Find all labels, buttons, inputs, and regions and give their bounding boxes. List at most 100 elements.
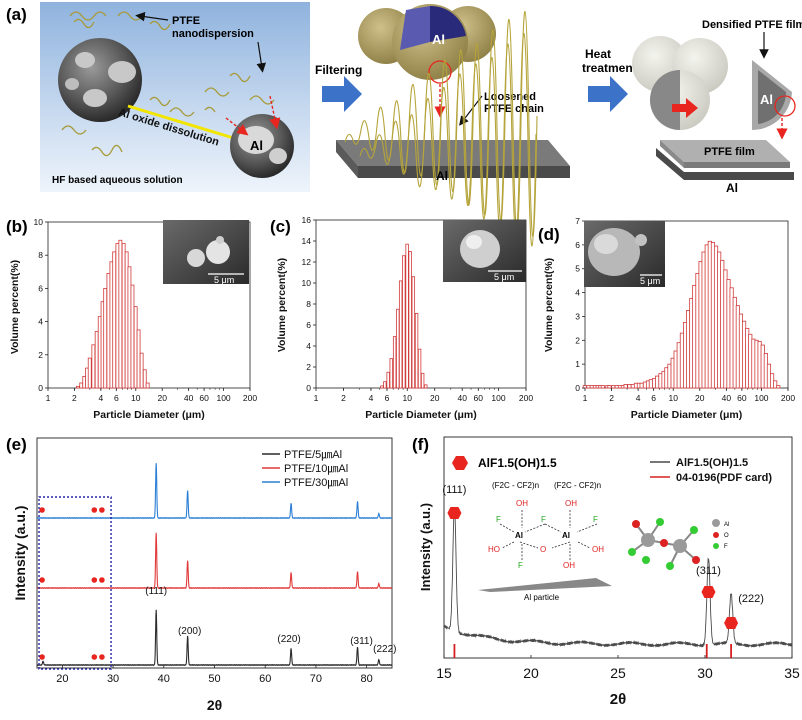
bar-b-22: [142, 369, 147, 389]
loosened-label-2: PTFE chain: [484, 103, 544, 115]
bar-d-14: [627, 384, 632, 389]
densified-label: Densified PTFE film: [702, 19, 802, 31]
ytick-label-c: 0: [306, 383, 311, 393]
svg-text:F: F: [518, 561, 523, 570]
xtick-label-f: 25: [610, 665, 626, 681]
xtick-label-d: 40: [722, 393, 732, 403]
bar-b-23: [145, 382, 150, 389]
bar-d-62: [776, 385, 781, 389]
svg-text:F: F: [541, 515, 546, 524]
bar-d-61: [773, 380, 778, 389]
xtick-label-c: 200: [519, 393, 533, 403]
bar-c-13: [420, 372, 425, 389]
xtick-label-c: 6: [385, 393, 390, 403]
bar-b-21: [139, 352, 144, 389]
bar-c-2: [386, 371, 390, 389]
marker-legend-label: AlF1.5(OH)1.5: [478, 456, 557, 470]
panel-e: (e) (111) (200) (220) (311)(222) PTFE/5㎛Al PT…: [6, 435, 396, 713]
xtick-label-d: 20: [695, 393, 705, 403]
svg-text:OH: OH: [516, 499, 528, 508]
al-substrate-label: Al: [436, 169, 448, 183]
ytick-label-d: 2: [575, 335, 580, 345]
al-sphere-oxidized: [58, 38, 142, 122]
bar-b-5: [91, 344, 96, 389]
ytick-label-d: 6: [575, 240, 580, 250]
phase-marker-1: [701, 586, 716, 598]
xtick-label-e: 70: [310, 673, 322, 685]
al-base-label: Al: [726, 181, 738, 195]
xtick-label-b: 10: [131, 393, 141, 403]
bar-d-18: [639, 382, 644, 389]
peak-annotation-f-1: (311): [696, 565, 721, 577]
xtick-label-d: 2: [609, 393, 614, 403]
al-label-wedge: Al: [760, 92, 773, 107]
svg-text:O: O: [540, 545, 546, 554]
yaxis-label-b: Volume percent(%): [9, 260, 21, 354]
scalebar-d: 5 μm: [640, 276, 660, 286]
marker-legend-icon: [452, 456, 468, 470]
dotted-box: [38, 496, 112, 670]
atom-legend-al: Al: [724, 522, 729, 528]
atom-legend: Al O F: [712, 519, 729, 550]
bar-c-6: [398, 280, 403, 389]
red-dot-1-0: [39, 577, 45, 583]
loosened-label-1: Loosened: [484, 91, 536, 103]
xrd-trace-f: [443, 507, 793, 648]
red-dot-0-2: [99, 654, 105, 660]
xaxis-label-d: Particle Diameter (μm): [631, 409, 742, 421]
legend-label-e-1: PTFE/10㎛Al: [284, 463, 348, 475]
bar-b-10: [106, 273, 111, 389]
xrd-trace-2: [36, 463, 393, 520]
xtick-label-b: 100: [216, 393, 230, 403]
red-dot-2-1: [91, 507, 98, 513]
xtick-label-e: 50: [208, 673, 220, 685]
svg-text:OH: OH: [592, 545, 604, 554]
bar-d-23: [655, 375, 660, 389]
panel-a-label: (a): [6, 5, 27, 24]
bar-b-12: [112, 251, 117, 389]
xtick-label-d: 60: [737, 393, 747, 403]
ptfe-pointer-arrow-2: [256, 41, 267, 73]
panel-f: (f) AlF1.5(OH)1.5 (F2C - CF2)n (F2C - CF…: [412, 435, 800, 708]
atom-legend-o: O: [724, 533, 729, 539]
xtick-label-d: 100: [754, 393, 768, 403]
xaxis-label-e: 2θ: [207, 697, 222, 713]
hf-solution-label: HF based aqueous solution: [52, 175, 183, 186]
yaxis-label-c: Volume percent(%): [276, 258, 288, 352]
svg-text:F: F: [593, 515, 598, 524]
sem-inset-d: 5 μm: [584, 221, 665, 287]
bar-c-4: [392, 336, 397, 389]
svg-text:OH: OH: [563, 561, 575, 570]
ytick-label-d: 4: [575, 288, 580, 298]
ytick-label-d: 3: [575, 311, 580, 321]
xtick-label-d: 4: [636, 393, 641, 403]
xtick-label-c: 10: [403, 393, 413, 403]
chem-top-right: (F2C - CF2)n: [554, 481, 601, 490]
xtick-label-f: 15: [436, 665, 452, 681]
ptfe-nanodispersion-label-1: PTFE: [172, 15, 200, 27]
bar-c-7: [402, 255, 406, 389]
panel-a: (a) PTFE nanodispersion Al oxide dissolu…: [6, 2, 802, 247]
xtick-label-b: 2: [72, 393, 77, 403]
bar-d-21: [648, 379, 653, 389]
al-sphere-cleaned: Al: [230, 114, 294, 178]
xtick-label-b: 20: [157, 393, 167, 403]
scalebar-c: 5 μm: [494, 272, 514, 282]
xtick-label-d: 10: [668, 393, 678, 403]
panel-c-label: (c): [270, 217, 291, 236]
xrd-trace-0: [36, 609, 393, 667]
panel-c: (c) 1 2 4 6 10 20 40 60 100 2000246810121416Parti…: [270, 215, 533, 421]
al-particle-label: Al particle: [524, 593, 560, 602]
ptfe-nanodispersion-glyphs: [61, 11, 275, 157]
svg-text:F: F: [496, 515, 501, 524]
al-label-small-sphere: Al: [250, 138, 263, 153]
xtick-label-f: 20: [523, 665, 539, 681]
red-dot-2-0: [39, 507, 45, 513]
panel-f-label: (f): [412, 435, 429, 454]
panel-b-label: (b): [6, 217, 28, 236]
xtick-label-d: 1: [583, 393, 588, 403]
ytick-label-b: 8: [38, 250, 43, 260]
bar-b-4: [87, 357, 92, 389]
densified-wedge: Al: [752, 60, 796, 131]
